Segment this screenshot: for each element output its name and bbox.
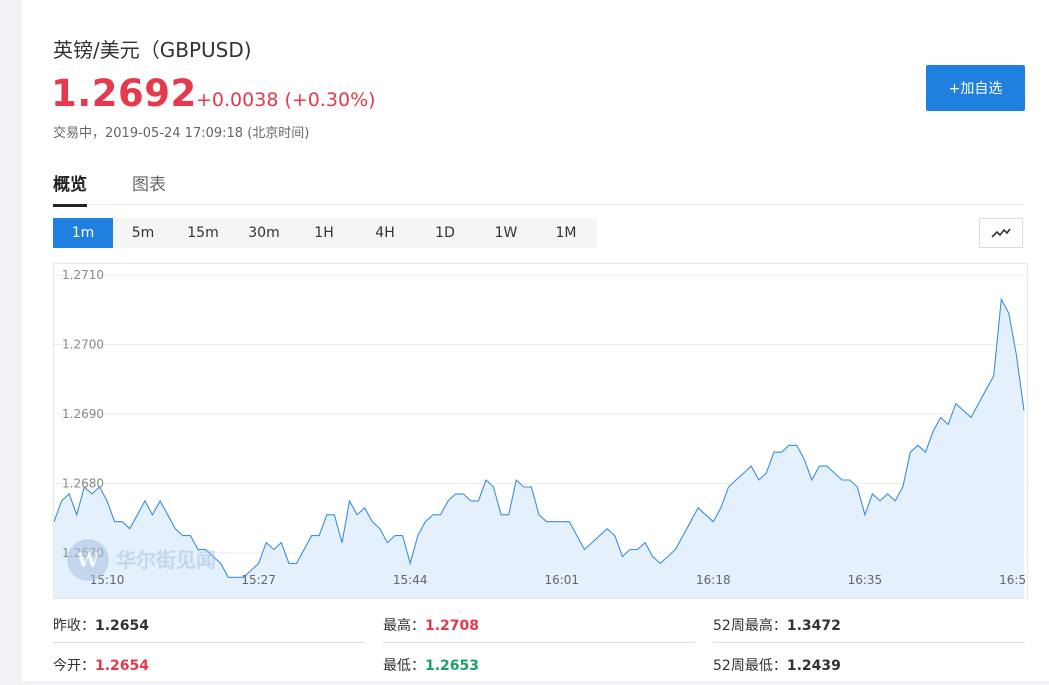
period-15m[interactable]: 15m — [187, 225, 219, 241]
tab-chart[interactable]: 图表 — [132, 175, 166, 195]
period-1d[interactable]: 1D — [435, 225, 455, 241]
chart-type-button[interactable] — [979, 218, 1023, 248]
x-tick-label: 15:44 — [393, 573, 428, 587]
add-watchlist-button[interactable]: +加自选 — [926, 65, 1025, 111]
divider — [383, 642, 695, 643]
stats-row: 昨收：1.2654 最高：1.2708 52周最高：1.3472 — [53, 605, 1025, 645]
x-tick-label: 16:52 — [999, 573, 1027, 587]
stat-52w-high: 52周最高：1.3472 — [713, 618, 841, 634]
price-area-fill — [54, 299, 1024, 598]
tab-bar: 概览 图表 — [53, 168, 1025, 207]
stat-open: 今开：1.2654 — [53, 658, 150, 674]
quote-panel: 英镑/美元（GBPUSD) 1.2692 +0.0038 (+0.30%) 交易… — [22, 0, 1049, 681]
line-chart-icon — [991, 228, 1011, 238]
period-30m[interactable]: 30m — [248, 225, 280, 241]
trading-status: 交易中，2019-05-24 17:09:18 (北京时间) — [53, 126, 310, 141]
y-tick-label: 1.2680 — [62, 477, 104, 491]
page-title: 英镑/美元（GBPUSD) — [53, 38, 252, 62]
watermark: W 华尔街见闻 — [67, 539, 216, 581]
stat-high: 最高：1.2708 — [383, 618, 480, 634]
x-tick-label: 16:01 — [544, 573, 579, 587]
period-1mo[interactable]: 1M — [555, 225, 577, 241]
current-price: 1.2692 — [51, 72, 197, 115]
stat-52w-low: 52周最低：1.2439 — [713, 658, 841, 674]
y-tick-label: 1.2690 — [62, 407, 104, 421]
watermark-text: 华尔街见闻 — [116, 548, 216, 572]
price-line — [54, 297, 1025, 578]
period-4h[interactable]: 4H — [375, 225, 395, 241]
divider — [53, 642, 365, 643]
divider — [713, 642, 1025, 643]
svg-text:W: W — [76, 548, 100, 572]
stats-row: 今开：1.2654 最低：1.2653 52周最低：1.2439 — [53, 645, 1025, 685]
period-selector: 1m 5m 15m 30m 1H 4H 1D 1W 1M — [53, 218, 597, 248]
period-5m[interactable]: 5m — [131, 225, 155, 241]
y-tick-label: 1.2710 — [62, 268, 104, 282]
period-1m[interactable]: 1m — [53, 218, 113, 248]
x-tick-label: 15:27 — [241, 573, 276, 587]
stat-prev-close: 昨收：1.2654 — [53, 618, 150, 634]
x-tick-label: 16:35 — [848, 573, 883, 587]
tab-overview[interactable]: 概览 — [53, 170, 87, 207]
x-tick-label: 16:18 — [696, 573, 731, 587]
period-1h[interactable]: 1H — [314, 225, 334, 241]
price-change: +0.0038 (+0.30%) — [196, 89, 376, 111]
y-tick-label: 1.2700 — [62, 338, 104, 352]
period-1w[interactable]: 1W — [494, 225, 518, 241]
stat-low: 最低：1.2653 — [383, 658, 480, 674]
